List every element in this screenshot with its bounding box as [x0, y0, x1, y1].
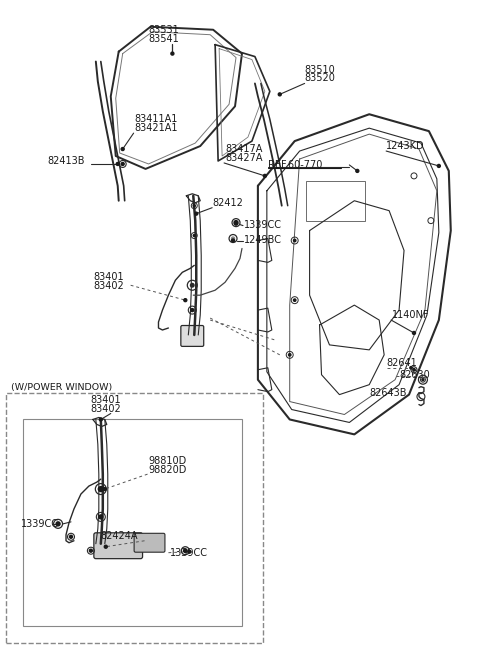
Circle shape	[437, 164, 440, 168]
Circle shape	[231, 237, 235, 240]
Text: 83427A: 83427A	[225, 153, 263, 163]
Circle shape	[70, 535, 72, 538]
Circle shape	[293, 239, 296, 242]
Circle shape	[184, 299, 187, 302]
Bar	[306, 181, 365, 221]
Text: 1339CC: 1339CC	[170, 548, 208, 557]
Text: (W/POWER WINDOW): (W/POWER WINDOW)	[12, 383, 113, 392]
Text: 1249BC: 1249BC	[244, 234, 282, 244]
Text: 83417A: 83417A	[225, 144, 263, 154]
Circle shape	[89, 549, 92, 552]
Text: 82641: 82641	[386, 358, 417, 368]
Text: 82643B: 82643B	[369, 388, 407, 398]
FancyBboxPatch shape	[94, 533, 143, 559]
Circle shape	[410, 367, 412, 369]
Text: 83541: 83541	[148, 33, 180, 44]
Circle shape	[121, 147, 124, 151]
Text: REF.60-770: REF.60-770	[268, 160, 322, 170]
Circle shape	[116, 162, 119, 166]
Circle shape	[235, 222, 238, 225]
Text: 83411A1: 83411A1	[134, 114, 178, 124]
Text: 1140NF: 1140NF	[392, 310, 430, 320]
Circle shape	[56, 522, 60, 526]
Text: 83402: 83402	[91, 403, 121, 413]
Circle shape	[193, 205, 195, 207]
Circle shape	[413, 369, 415, 371]
Text: 83402: 83402	[94, 281, 125, 291]
Text: 82630: 82630	[399, 369, 430, 380]
Text: 1243KD: 1243KD	[386, 141, 425, 151]
Text: 98820D: 98820D	[148, 465, 187, 475]
Circle shape	[293, 299, 296, 301]
Text: 83510: 83510	[305, 64, 336, 75]
Circle shape	[103, 487, 106, 491]
Circle shape	[183, 549, 187, 552]
Circle shape	[99, 418, 102, 421]
Circle shape	[121, 162, 124, 166]
Circle shape	[193, 234, 195, 236]
Circle shape	[99, 515, 103, 519]
FancyBboxPatch shape	[134, 533, 165, 552]
Text: 1339CC: 1339CC	[244, 219, 282, 230]
Text: 83421A1: 83421A1	[134, 123, 178, 133]
Circle shape	[422, 379, 424, 381]
Text: 98810D: 98810D	[148, 457, 187, 466]
Bar	[23, 419, 242, 626]
Circle shape	[234, 221, 238, 225]
Circle shape	[98, 487, 103, 491]
Text: 82413B: 82413B	[47, 156, 84, 166]
Circle shape	[231, 239, 235, 242]
Circle shape	[191, 309, 194, 312]
Circle shape	[104, 545, 107, 548]
Bar	[6, 392, 263, 643]
Circle shape	[278, 93, 281, 96]
Text: 82424A: 82424A	[101, 531, 138, 541]
Text: 82412: 82412	[212, 198, 243, 208]
Text: 83401: 83401	[94, 272, 124, 282]
Circle shape	[288, 354, 291, 356]
Circle shape	[412, 331, 416, 335]
Circle shape	[190, 283, 195, 288]
Text: 83531: 83531	[148, 25, 180, 35]
FancyBboxPatch shape	[181, 326, 204, 346]
Circle shape	[188, 550, 191, 553]
Text: 83520: 83520	[305, 73, 336, 83]
Circle shape	[264, 174, 266, 178]
Circle shape	[195, 212, 198, 215]
Circle shape	[356, 170, 359, 172]
Circle shape	[171, 52, 174, 55]
Text: 83401: 83401	[91, 394, 121, 405]
Text: 1339CC: 1339CC	[21, 519, 59, 529]
